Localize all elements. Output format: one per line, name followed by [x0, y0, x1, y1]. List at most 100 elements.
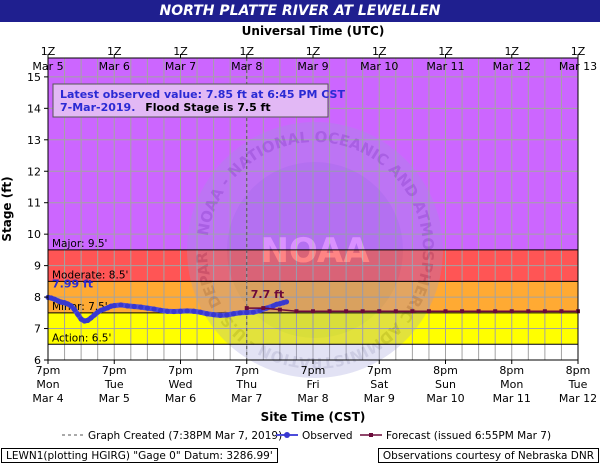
bottom-tick-time: 8pm: [566, 364, 591, 377]
info-date: 7-Mar-2019.: [60, 101, 135, 114]
bottom-tick-weekday: Mon: [36, 378, 59, 391]
axes-layer: 6 7 8 9 10 11 12 13 14 15 Stage (ft) Universal Time…: [0, 24, 597, 424]
legend-observed-label: Observed: [302, 430, 353, 442]
top-tick-date: Mar 8: [231, 60, 262, 73]
noaa-logo-text: NOAA: [260, 231, 370, 271]
top-tick-z: 1Z: [107, 45, 122, 58]
bottom-tick-weekday: Tue: [568, 378, 588, 391]
bottom-tick-weekday: Wed: [169, 378, 193, 391]
top-tick-date: Mar 7: [165, 60, 196, 73]
y-tick-label: 6: [34, 354, 41, 367]
forecast-point: [344, 309, 349, 314]
bottom-axis-title: Site Time (CST): [261, 410, 366, 424]
bottom-tick-date: Mar 4: [32, 392, 63, 405]
forecast-point: [277, 307, 282, 312]
forecast-point: [460, 309, 465, 314]
observed-point: [138, 304, 144, 310]
top-tick-z: 1Z: [173, 45, 188, 58]
observed-point: [191, 308, 197, 314]
observed-point: [230, 311, 237, 317]
forecast-point: [377, 309, 382, 314]
info-box: Latest observed value: 7.85 ft at 6:45 P…: [52, 83, 345, 118]
observed-point: [224, 312, 230, 318]
observed-point: [75, 311, 81, 317]
bottom-tick-weekday: Thu: [235, 378, 257, 391]
bottom-tick-weekday: Sat: [370, 378, 389, 391]
forecast-point: [526, 309, 531, 314]
bottom-tick-time: 7pm: [301, 364, 326, 377]
top-tick-date: Mar 12: [493, 60, 531, 73]
bottom-tick-time: 7pm: [102, 364, 127, 377]
bottom-tick-time: 8pm: [433, 364, 458, 377]
bottom-tick-date: Mar 9: [364, 392, 395, 405]
forecast-point: [509, 309, 514, 314]
observed-point: [144, 305, 150, 311]
forecast-point: [360, 309, 365, 314]
bottom-tick-weekday: Mon: [500, 378, 523, 391]
observed-value-label: 7.99 ft: [52, 277, 93, 290]
bottom-tick-date: Mar 8: [297, 392, 328, 405]
observed-point: [171, 308, 177, 315]
forecast-point: [261, 306, 266, 311]
stage-label-moderate: Moderate: 8.5': [52, 269, 128, 281]
observed-point: [244, 309, 250, 316]
y-tick-label: 13: [27, 134, 41, 147]
observed-point: [211, 312, 217, 318]
forecast-point: [327, 309, 332, 314]
top-tick-z: 1Z: [571, 45, 586, 58]
top-tick-z: 1Z: [41, 45, 56, 58]
bottom-tick-date: Mar 6: [165, 392, 196, 405]
y-tick-label: 14: [27, 102, 41, 115]
bottom-tick-time: 8pm: [499, 364, 524, 377]
top-tick-z: 1Z: [306, 45, 321, 58]
legend-forecast-label: Forecast (issued 6:55PM Mar 7): [386, 430, 551, 442]
stage-label-action: Action: 6.5': [52, 332, 111, 344]
observed-point: [250, 309, 256, 315]
forecast-value-label: 7.7 ft: [251, 288, 284, 301]
bottom-tick-date: Mar 10: [426, 392, 464, 405]
forecast-point: [493, 309, 498, 314]
forecast-point: [311, 309, 315, 314]
forecast-point: [410, 309, 415, 314]
observed-point: [71, 307, 78, 313]
bottom-tick-date: Mar 11: [493, 392, 531, 405]
bottom-tick-weekday: Sun: [435, 378, 456, 391]
y-axis-title: Stage (ft): [0, 176, 14, 241]
observed-point: [217, 312, 223, 318]
top-tick-date: Mar 11: [426, 60, 464, 73]
observed-point: [68, 303, 74, 309]
top-tick-date: Mar 5: [32, 60, 63, 73]
forecast-point: [542, 309, 547, 314]
observed-point: [131, 303, 137, 310]
legend: Graph Created (7:38PM Mar 7, 2019) Observ…: [62, 430, 551, 442]
bottom-tick-time: 7pm: [367, 364, 392, 377]
observed-point: [111, 302, 117, 309]
top-tick-date: Mar 6: [99, 60, 130, 73]
top-tick-date: Mar 9: [297, 60, 328, 73]
top-tick-date: Mar 13: [559, 60, 597, 73]
y-tick-label: 11: [27, 197, 41, 210]
observed-point: [257, 308, 263, 314]
bottom-tick-weekday: Fri: [306, 378, 319, 391]
observed-point: [184, 308, 190, 314]
forecast-point: [443, 309, 448, 314]
bottom-tick-date: Mar 5: [99, 392, 130, 405]
observed-point: [151, 306, 157, 312]
courtesy-footer: Observations courtesy of Nebraska DNR: [377, 448, 599, 463]
forecast-point: [476, 309, 481, 314]
bottom-tick-time: 7pm: [36, 364, 61, 377]
legend-graph-created-label: Graph Created (7:38PM Mar 7, 2019): [88, 430, 282, 442]
top-tick-z: 1Z: [438, 45, 453, 58]
observed-point: [177, 308, 184, 314]
legend-forecast-marker: [369, 433, 373, 437]
bottom-tick-time: 7pm: [234, 364, 259, 377]
y-tick-label: 8: [34, 291, 41, 304]
observed-point: [158, 307, 164, 313]
legend-observed-marker: [284, 432, 290, 438]
y-tick-label: 15: [27, 71, 41, 84]
top-tick-z: 1Z: [239, 45, 254, 58]
observed-point: [124, 303, 131, 309]
stage-label-major: Major: 9.5': [52, 238, 107, 250]
top-axis-title: Universal Time (UTC): [242, 24, 385, 38]
